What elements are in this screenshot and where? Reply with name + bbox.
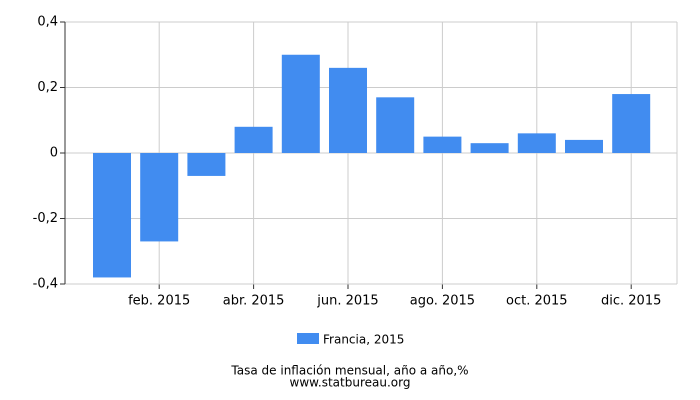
x-tick-label: oct. 2015 <box>506 294 568 309</box>
y-tick-label: -0,4 <box>33 277 58 292</box>
x-tick-label: abr. 2015 <box>223 294 285 309</box>
x-tick-label: feb. 2015 <box>128 294 190 309</box>
bar <box>470 143 509 153</box>
source: www.statbureau.org <box>290 376 411 390</box>
bar <box>517 133 556 153</box>
legend-label: Francia, 2015 <box>323 333 404 347</box>
chart-title: Tasa de inflación mensual, año a año,% <box>230 364 468 378</box>
x-tick-label: jun. 2015 <box>316 294 378 309</box>
bar <box>93 153 131 278</box>
bar <box>187 153 226 176</box>
y-tick-label: 0,2 <box>37 80 58 95</box>
bar <box>234 126 273 153</box>
bar <box>612 94 651 153</box>
bar <box>565 139 603 153</box>
x-tick-label: dic. 2015 <box>601 294 661 309</box>
bar <box>376 97 415 153</box>
y-tick-label: -0,2 <box>33 211 58 226</box>
bar <box>140 153 179 242</box>
bar <box>281 54 320 153</box>
bar <box>329 67 367 153</box>
x-tick-label: ago. 2015 <box>410 294 475 309</box>
legend-swatch <box>297 333 319 344</box>
y-tick-label: 0,4 <box>37 15 58 30</box>
bar <box>423 136 462 153</box>
y-tick-label: 0 <box>50 146 58 161</box>
